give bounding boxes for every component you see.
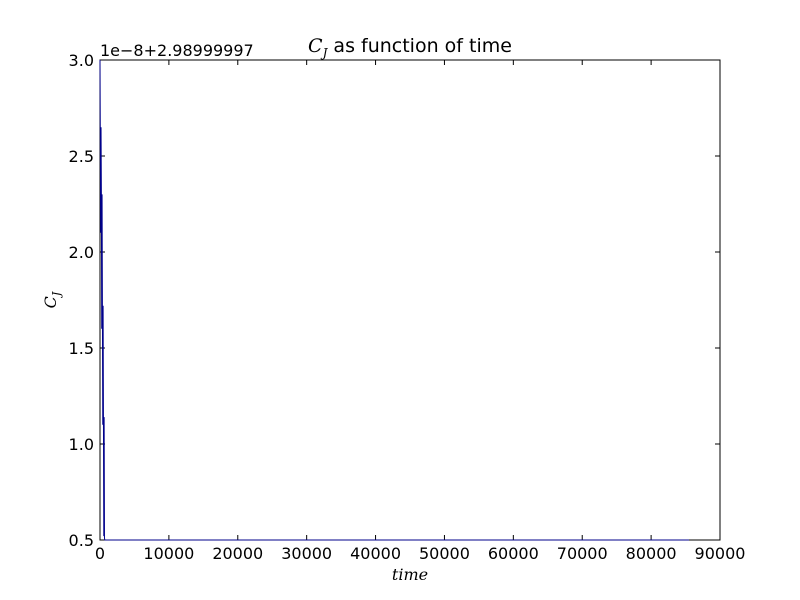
y-tick-label: 3.0 (69, 51, 94, 70)
chart-title-text: as function of time (327, 35, 512, 57)
x-tick-label: 70000 (557, 544, 608, 563)
chart-title: CJ as function of time (308, 35, 512, 60)
y-tick-label: 0.5 (69, 531, 94, 550)
y-axis-label-math: C (41, 296, 60, 308)
series-line (99, 59, 689, 541)
chart-title-math: C (308, 35, 323, 57)
x-tick-label: 0 (95, 544, 105, 563)
x-tick-label: 30000 (281, 544, 332, 563)
y-tick-label: 2.5 (69, 147, 94, 166)
x-axis-label: time (392, 565, 428, 584)
x-tick-label: 20000 (212, 544, 263, 563)
x-tick-label: 90000 (695, 544, 746, 563)
y-tick-label: 2.0 (69, 243, 94, 262)
y-tick-label: 1.5 (69, 339, 94, 358)
x-tick-label: 50000 (419, 544, 470, 563)
y-axis-label-math-sub: J (50, 291, 63, 298)
y-axis-label: CJ (41, 291, 63, 308)
x-tick-label: 40000 (350, 544, 401, 563)
x-tick-label: 60000 (488, 544, 539, 563)
chart-title-math-sub: J (320, 46, 329, 60)
y-tick-label: 1.0 (69, 435, 94, 454)
y-axis-offset-text: 1e−8+2.98999997 (100, 41, 254, 60)
plot-area-frame (99, 59, 721, 541)
series-layer (99, 59, 689, 541)
ticks-layer: 0 10000 20000 30000 40000 50000 60000 70000 8000… (69, 51, 746, 563)
x-tick-label: 10000 (143, 544, 194, 563)
x-tick-label: 80000 (626, 544, 677, 563)
